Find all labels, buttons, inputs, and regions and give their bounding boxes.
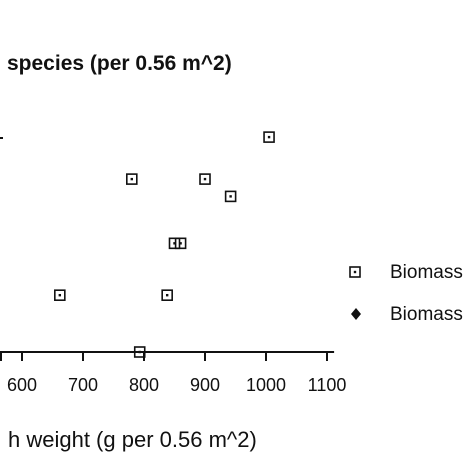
legend: Biomass Biomass bbox=[349, 262, 463, 325]
data-point-center bbox=[165, 293, 169, 297]
data-point-center bbox=[138, 350, 141, 354]
chart-title: species (per 0.56 m^2) bbox=[7, 52, 232, 75]
x-tick-label: 600 bbox=[7, 375, 37, 395]
data-point bbox=[199, 173, 211, 185]
data-point bbox=[126, 173, 138, 185]
data-point-center bbox=[173, 242, 176, 245]
legend-marker bbox=[349, 266, 361, 278]
data-point bbox=[174, 237, 187, 250]
data-point-center bbox=[58, 293, 62, 297]
legend-label: Biomass bbox=[390, 304, 463, 325]
x-tick-label: 900 bbox=[190, 375, 220, 395]
data-point bbox=[133, 346, 146, 358]
legend-marker bbox=[351, 308, 361, 320]
data-points bbox=[54, 131, 275, 358]
x-tick-label: 800 bbox=[129, 375, 159, 395]
data-point-center bbox=[267, 135, 271, 139]
x-ticks: 600 700 800 900 1000 1100 bbox=[0, 352, 347, 395]
data-point-center bbox=[203, 177, 207, 181]
data-point-center bbox=[229, 195, 232, 198]
x-axis-label: h weight (g per 0.56 m^2) bbox=[8, 427, 257, 452]
legend-marker-center bbox=[353, 270, 357, 274]
data-point-center bbox=[179, 242, 182, 245]
x-tick-label: 1000 bbox=[246, 375, 286, 395]
x-tick-label: 1100 bbox=[308, 375, 347, 395]
data-point bbox=[161, 289, 173, 301]
data-point bbox=[263, 131, 275, 143]
legend-label: Biomass bbox=[390, 262, 463, 283]
x-tick-label: 700 bbox=[68, 375, 98, 395]
data-point bbox=[224, 190, 237, 203]
data-point bbox=[54, 289, 66, 301]
data-point-center bbox=[130, 177, 133, 181]
